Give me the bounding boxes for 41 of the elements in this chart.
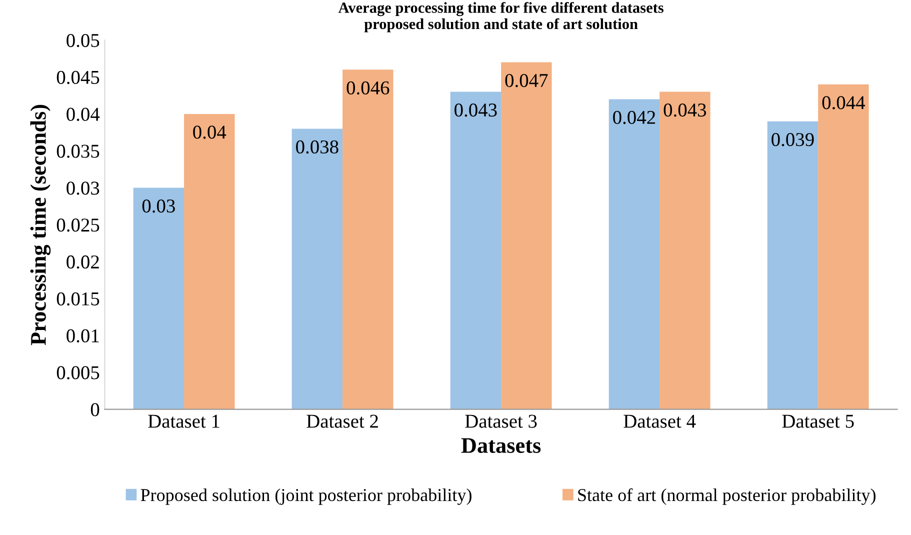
x-tick-label: Dataset 3 (465, 414, 537, 428)
y-axis-title: Processing time (seconds) (30, 104, 51, 346)
data-label: 0.043 (664, 103, 706, 117)
data-label: 0.038 (296, 140, 338, 154)
x-tick-label: Dataset 4 (624, 414, 696, 428)
bar (660, 92, 710, 410)
data-label: 0.04 (193, 126, 226, 139)
y-tick-label: 0 (90, 403, 100, 416)
y-tick-label: 0.04 (66, 108, 100, 121)
y-tick-label: 0.015 (56, 292, 100, 306)
data-label: 0.046 (346, 81, 390, 95)
x-axis-title: Datasets (461, 438, 541, 453)
legend-label: State of art (normal posterior probability) (578, 488, 876, 505)
bar (133, 188, 184, 410)
data-label: 0.043 (454, 103, 497, 117)
x-tick-label: Dataset 2 (306, 414, 378, 428)
y-tick-label: 0.03 (66, 182, 100, 195)
data-label: 0.039 (772, 133, 814, 146)
y-tick-label: 0.045 (56, 70, 100, 84)
bar (501, 62, 552, 410)
data-label: 0.042 (613, 110, 656, 124)
y-tick-label: 0.005 (56, 366, 100, 380)
bar (450, 92, 502, 410)
x-tick-label: Dataset 5 (782, 414, 854, 428)
bar (292, 128, 343, 410)
y-tick-label: 0.05 (66, 34, 100, 48)
bar (767, 121, 818, 410)
bar (608, 99, 660, 410)
chart-title: Average processing time for five different datasets proposed solution and state of art solution (338, 2, 664, 32)
y-tick-label: 0.035 (56, 144, 100, 158)
data-label: 0.044 (822, 96, 866, 110)
y-tick-label: 0.025 (56, 218, 100, 232)
bar (342, 70, 394, 410)
legend-label: Proposed solution (joint posterior probability) (140, 488, 472, 505)
bar (818, 84, 869, 410)
bar (184, 114, 235, 410)
data-label: 0.03 (142, 199, 175, 213)
data-label: 0.047 (505, 74, 548, 88)
y-tick-label: 0.02 (66, 255, 99, 269)
x-tick-label: Dataset 1 (148, 414, 220, 428)
y-tick-label: 0.01 (66, 329, 99, 342)
